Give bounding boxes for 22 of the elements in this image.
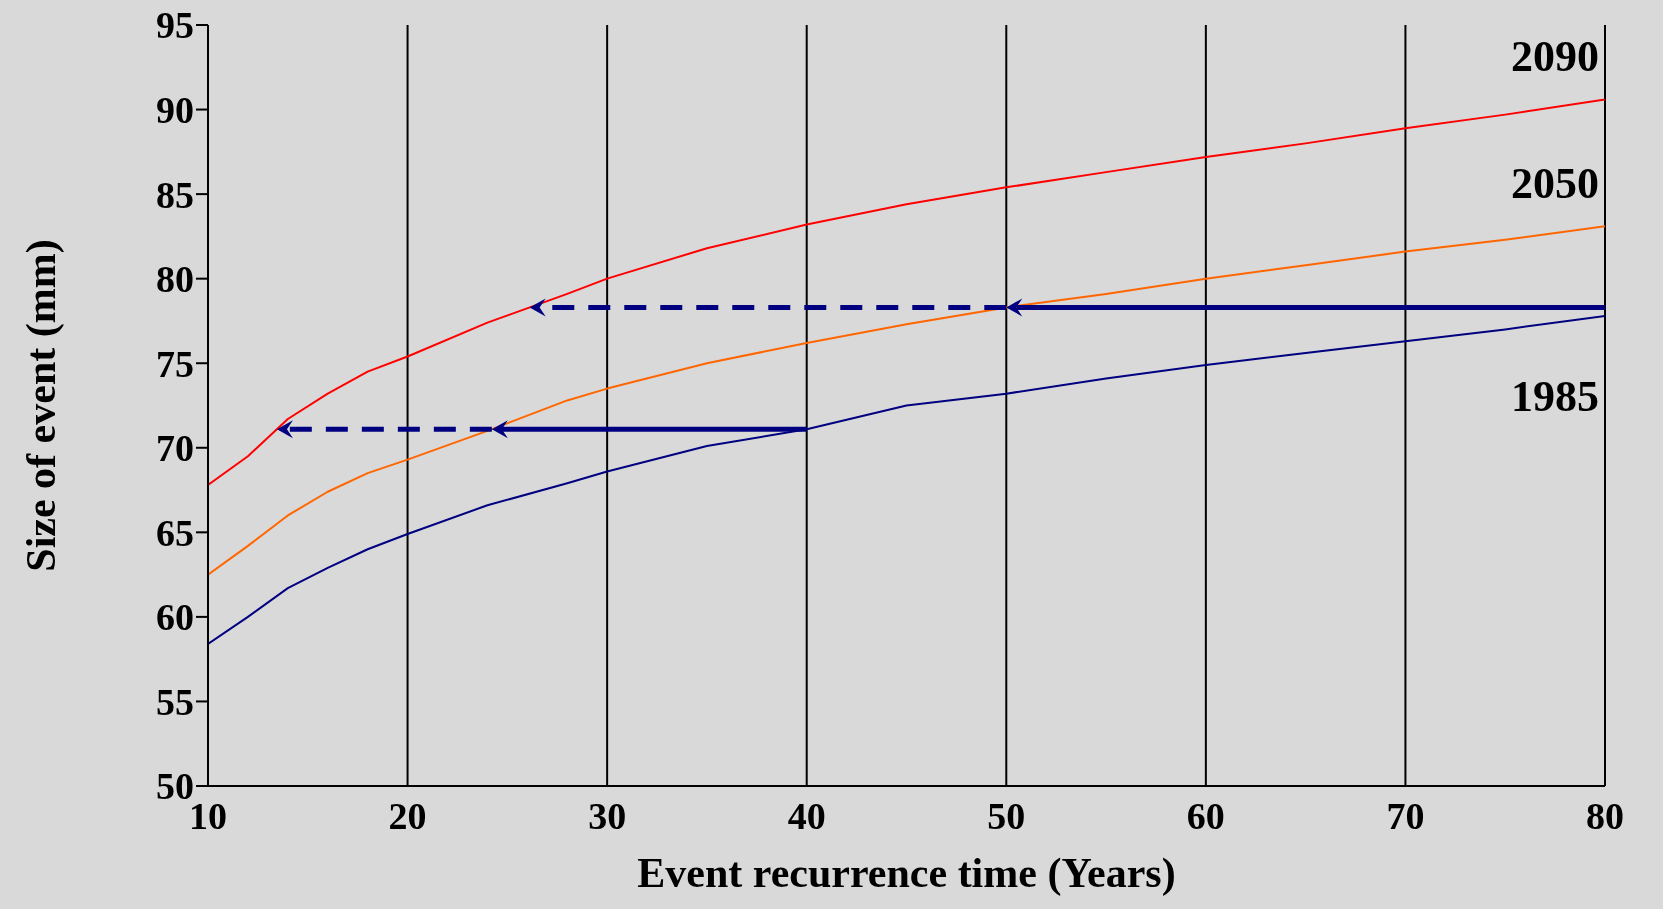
y-tick-label: 90 <box>156 89 194 132</box>
y-axis-title: Size of event (mm) <box>17 239 65 572</box>
x-tick-label: 50 <box>987 794 1026 837</box>
x-tick-label: 80 <box>1586 794 1624 837</box>
y-tick-label: 50 <box>156 765 194 808</box>
x-axis-title: Event recurrence time (Years) <box>637 850 1176 897</box>
series-label: 2090 <box>1511 32 1599 82</box>
y-tick-label: 80 <box>156 258 194 301</box>
y-tick-label: 75 <box>156 342 194 385</box>
x-tick-label: 30 <box>588 794 627 837</box>
x-tick-label: 60 <box>1186 794 1225 837</box>
series-label: 2050 <box>1511 159 1599 209</box>
y-tick-label: 85 <box>156 173 194 216</box>
y-tick-label: 65 <box>156 511 194 554</box>
x-tick-label: 20 <box>388 794 427 837</box>
x-tick-label: 70 <box>1386 794 1425 837</box>
y-tick-label: 70 <box>156 427 194 470</box>
y-tick-label: 60 <box>156 596 194 639</box>
y-tick-label: 95 <box>156 4 194 47</box>
series-label: 1985 <box>1511 371 1599 421</box>
y-tick-label: 55 <box>156 680 194 723</box>
x-tick-label: 40 <box>787 794 826 837</box>
